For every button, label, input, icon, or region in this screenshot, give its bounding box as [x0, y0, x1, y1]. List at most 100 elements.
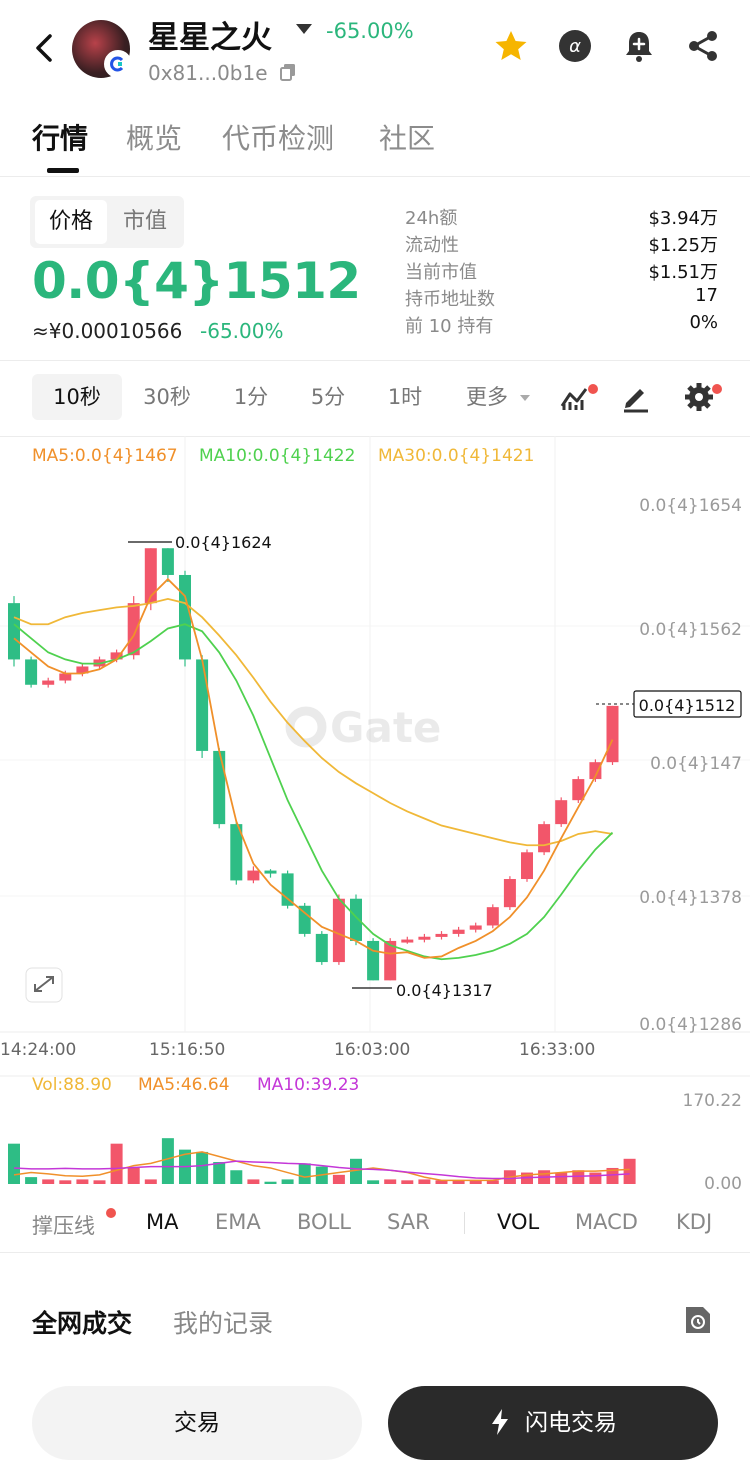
price-mode-price[interactable]: 价格	[35, 200, 107, 244]
indicator-support-resistance[interactable]: 撑压线	[32, 1214, 95, 1238]
stat-value: $1.25万	[648, 235, 718, 256]
draw-pen-icon[interactable]	[619, 380, 653, 414]
price-axis-tick: 0.0{4}1286	[639, 1015, 742, 1035]
candle-up	[144, 548, 157, 604]
candle-up	[589, 762, 602, 780]
candle-down	[8, 603, 20, 660]
candle-down	[315, 933, 328, 963]
current-price: 0.0{4}1512	[32, 252, 361, 310]
history-icon[interactable]	[683, 1304, 713, 1336]
price-change-percent: -65.00%	[200, 319, 284, 343]
candle-down	[230, 824, 243, 881]
volume-bar	[401, 1180, 414, 1184]
indicator-ma[interactable]: MA	[146, 1210, 179, 1234]
indicator-ema[interactable]: EMA	[215, 1210, 261, 1234]
candle-down	[367, 940, 380, 981]
token-dropdown-icon[interactable]	[296, 24, 312, 34]
expand-icon	[34, 976, 54, 992]
tab-all-trades[interactable]: 全网成交	[32, 1309, 133, 1338]
candlestick-chart[interactable]: Gate 0.0{4}1624 0.0{4}1317 0.0{4}1512	[0, 436, 750, 1196]
tab-active-indicator	[47, 168, 79, 173]
ma5-line	[13, 577, 614, 959]
volume-bar	[418, 1179, 431, 1184]
timeframe-10s[interactable]: 10秒	[32, 374, 122, 420]
indicator-boll[interactable]: BOLL	[297, 1210, 351, 1234]
volume-bar	[196, 1151, 209, 1184]
tab-community[interactable]: 社区	[379, 122, 436, 155]
volume-bar	[469, 1180, 482, 1184]
candle-up	[247, 870, 260, 881]
tab-my-records[interactable]: 我的记录	[173, 1309, 274, 1338]
vol-ma10-line	[13, 1160, 630, 1180]
candle-down	[161, 548, 174, 575]
timeframe-5m[interactable]: 5分	[310, 385, 346, 409]
candle-up	[76, 666, 89, 674]
volume-bar	[298, 1163, 311, 1184]
flash-trade-label: 闪电交易	[525, 1410, 617, 1436]
volume-bar	[350, 1158, 362, 1184]
volume-bar	[161, 1138, 174, 1184]
price-divider	[0, 360, 750, 361]
flash-trade-button[interactable]: 闪电交易	[388, 1386, 718, 1460]
indicator-macd[interactable]: MACD	[575, 1210, 638, 1234]
volume-bar	[110, 1143, 123, 1184]
candle-up	[521, 852, 533, 880]
copy-icon[interactable]	[280, 63, 296, 81]
tab-market[interactable]: 行情	[32, 122, 89, 155]
volume-bar	[213, 1162, 226, 1184]
indicator-sar[interactable]: SAR	[387, 1210, 430, 1234]
candle-down	[350, 898, 362, 941]
candle-up	[538, 824, 551, 853]
high-price-label: 0.0{4}1624	[175, 533, 272, 552]
star-icon[interactable]	[493, 28, 529, 64]
expand-chart-button[interactable]	[25, 967, 63, 1003]
time-axis-tick: 16:33:00	[519, 1040, 596, 1060]
share-icon[interactable]	[685, 28, 721, 64]
volume-bar	[589, 1172, 602, 1184]
volume-bar	[127, 1167, 140, 1184]
indicator-divider-line	[0, 1252, 750, 1253]
timeframe-more[interactable]: 更多	[466, 385, 508, 409]
stat-label: 当前市值	[405, 262, 477, 283]
chart-annotations: 0.0{4}1624 0.0{4}1317 0.0{4}1512	[128, 533, 742, 1000]
back-arrow-icon[interactable]	[30, 30, 60, 66]
ma30-label: MA30:0.0{4}1421	[378, 446, 535, 466]
candle-up	[469, 925, 482, 930]
stat-value: 0%	[689, 312, 718, 333]
volume-bar	[264, 1181, 277, 1184]
notification-dot	[106, 1208, 116, 1218]
stat-value: $1.51万	[648, 262, 718, 283]
timeframe-divider	[0, 436, 750, 437]
stat-label: 流动性	[405, 235, 459, 256]
indicator-kdj[interactable]: KDJ	[676, 1210, 713, 1234]
bell-plus-icon[interactable]	[621, 28, 657, 64]
indicator-chart-icon[interactable]	[558, 380, 592, 414]
candle-up	[332, 898, 345, 963]
candle-up	[486, 907, 499, 926]
tab-overview[interactable]: 概览	[126, 122, 183, 155]
price-mode-mcap[interactable]: 市值	[122, 209, 167, 234]
current-price-tag-label: 0.0{4}1512	[639, 696, 736, 715]
ma-lines-layer	[13, 577, 614, 961]
trade-button[interactable]: 交易	[32, 1386, 362, 1460]
indicator-divider	[464, 1212, 465, 1234]
stat-label: 24h额	[405, 208, 458, 229]
timeframe-30s[interactable]: 30秒	[143, 385, 191, 409]
timeframe-1m[interactable]: 1分	[233, 385, 269, 409]
settings-gear-icon[interactable]	[682, 380, 716, 414]
vol-ma5-line	[13, 1151, 630, 1182]
candle-up	[384, 940, 397, 981]
alpha-icon[interactable]: α	[557, 28, 593, 64]
current-price-tag	[633, 690, 742, 718]
candle-down	[179, 574, 191, 660]
candles-layer	[8, 548, 619, 981]
timeframe-1h[interactable]: 1时	[387, 385, 423, 409]
gate-watermark: Gate	[285, 703, 441, 752]
tab-token-check[interactable]: 代币检测	[222, 122, 335, 155]
volume-bar	[230, 1170, 243, 1184]
price-axis-tick: 0.0{4}147	[650, 754, 742, 774]
svg-text:α: α	[569, 36, 581, 57]
lightning-icon	[492, 1408, 508, 1435]
indicator-vol[interactable]: VOL	[497, 1210, 540, 1234]
volume-bar	[93, 1180, 106, 1184]
